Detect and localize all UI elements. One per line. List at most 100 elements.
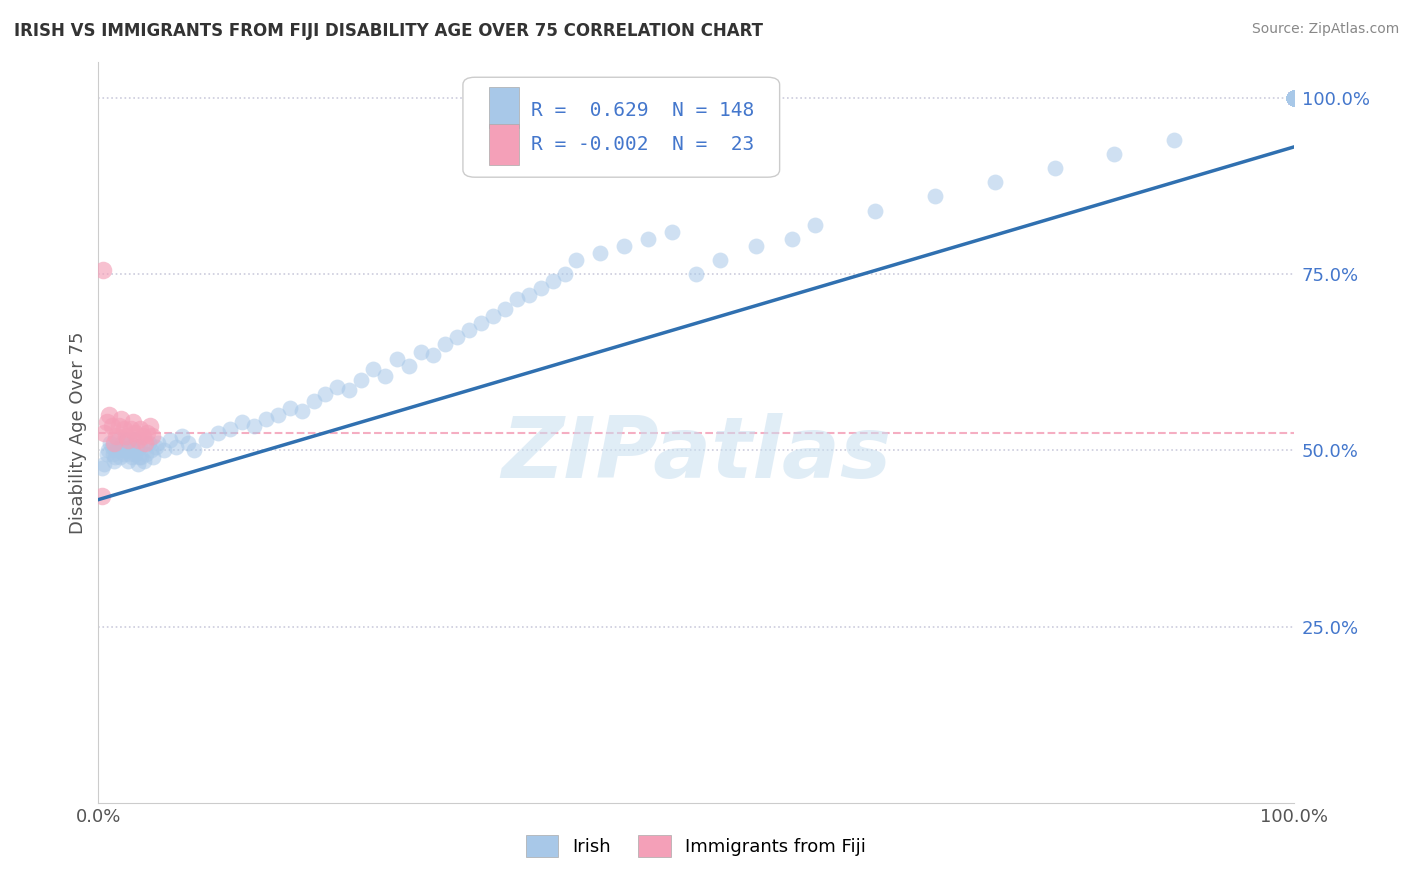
Point bbox=[114, 443, 136, 458]
Point bbox=[434, 337, 457, 351]
Point bbox=[93, 458, 115, 472]
Point bbox=[685, 267, 707, 281]
Point bbox=[398, 359, 420, 373]
Point bbox=[1282, 91, 1305, 105]
Point bbox=[494, 302, 516, 317]
Text: R = -0.002  N =  23: R = -0.002 N = 23 bbox=[531, 135, 754, 154]
Point bbox=[1282, 91, 1305, 105]
Point bbox=[129, 422, 152, 436]
Point bbox=[100, 440, 122, 454]
Point bbox=[661, 225, 683, 239]
FancyBboxPatch shape bbox=[463, 78, 780, 178]
Point bbox=[98, 408, 121, 422]
Point bbox=[267, 408, 290, 422]
Point bbox=[141, 429, 163, 443]
Point bbox=[1282, 91, 1305, 105]
Point bbox=[350, 373, 373, 387]
Point bbox=[254, 411, 277, 425]
Point bbox=[112, 422, 135, 436]
Point bbox=[120, 422, 142, 436]
Point bbox=[637, 232, 659, 246]
Point bbox=[145, 440, 167, 454]
Point bbox=[1282, 91, 1305, 105]
Point bbox=[482, 310, 505, 324]
Point bbox=[709, 252, 731, 267]
Text: Source: ZipAtlas.com: Source: ZipAtlas.com bbox=[1251, 22, 1399, 37]
Point bbox=[339, 384, 361, 398]
Point bbox=[1282, 91, 1305, 105]
Point bbox=[135, 447, 157, 461]
Point bbox=[1282, 91, 1305, 105]
Text: R =  0.629  N = 148: R = 0.629 N = 148 bbox=[531, 101, 754, 120]
Point bbox=[1282, 91, 1305, 105]
Point bbox=[1282, 91, 1305, 105]
Point bbox=[385, 351, 409, 366]
Point bbox=[565, 252, 588, 267]
Point bbox=[1282, 91, 1305, 105]
Point bbox=[1282, 91, 1305, 105]
Point bbox=[165, 440, 187, 454]
Point bbox=[177, 436, 200, 450]
Point bbox=[422, 348, 444, 362]
Point bbox=[98, 436, 122, 450]
Point bbox=[1282, 91, 1305, 105]
Point bbox=[1282, 91, 1305, 105]
Point bbox=[1282, 91, 1305, 105]
Point bbox=[1282, 91, 1305, 105]
Point bbox=[91, 461, 114, 475]
Point bbox=[128, 450, 150, 465]
Bar bbox=[489, 124, 519, 165]
Point bbox=[745, 239, 768, 253]
Point bbox=[1282, 91, 1305, 105]
Point bbox=[148, 436, 170, 450]
Point bbox=[1282, 91, 1305, 105]
Point bbox=[458, 323, 481, 337]
Point bbox=[1282, 91, 1305, 105]
Point bbox=[780, 232, 803, 246]
Point bbox=[132, 454, 155, 468]
Point bbox=[1163, 133, 1185, 147]
Point bbox=[1282, 91, 1305, 105]
Point bbox=[104, 450, 127, 465]
Point bbox=[127, 458, 149, 472]
Point bbox=[105, 443, 128, 458]
Point bbox=[107, 418, 129, 433]
Point bbox=[111, 436, 134, 450]
Point bbox=[1282, 91, 1305, 105]
Text: IRISH VS IMMIGRANTS FROM FIJI DISABILITY AGE OVER 75 CORRELATION CHART: IRISH VS IMMIGRANTS FROM FIJI DISABILITY… bbox=[14, 22, 763, 40]
Point bbox=[127, 433, 149, 447]
Point bbox=[96, 415, 118, 429]
Point bbox=[100, 418, 122, 433]
Point bbox=[183, 443, 205, 458]
Point bbox=[1282, 91, 1305, 105]
Point bbox=[315, 387, 337, 401]
Text: ZIPatlas: ZIPatlas bbox=[501, 413, 891, 496]
Point bbox=[302, 393, 325, 408]
Point bbox=[101, 447, 124, 461]
Point bbox=[1282, 91, 1305, 105]
Point bbox=[374, 369, 396, 384]
Point bbox=[517, 288, 540, 302]
Point bbox=[1282, 91, 1305, 105]
Point bbox=[231, 415, 253, 429]
Point bbox=[446, 330, 468, 344]
Point bbox=[1282, 91, 1305, 105]
Y-axis label: Disability Age Over 75: Disability Age Over 75 bbox=[69, 331, 87, 534]
Point bbox=[115, 429, 138, 443]
Point bbox=[470, 316, 492, 330]
Point bbox=[1282, 91, 1305, 105]
Point bbox=[1282, 91, 1305, 105]
Point bbox=[1282, 91, 1305, 105]
Point bbox=[1282, 91, 1305, 105]
Point bbox=[1282, 91, 1305, 105]
Point bbox=[1282, 91, 1305, 105]
Point bbox=[115, 433, 138, 447]
Point bbox=[1043, 161, 1066, 176]
Point bbox=[122, 415, 145, 429]
Point bbox=[1282, 91, 1305, 105]
Point bbox=[172, 429, 194, 443]
Point bbox=[131, 429, 153, 443]
Point bbox=[124, 447, 146, 461]
Point bbox=[1282, 91, 1305, 105]
Bar bbox=[489, 87, 519, 128]
